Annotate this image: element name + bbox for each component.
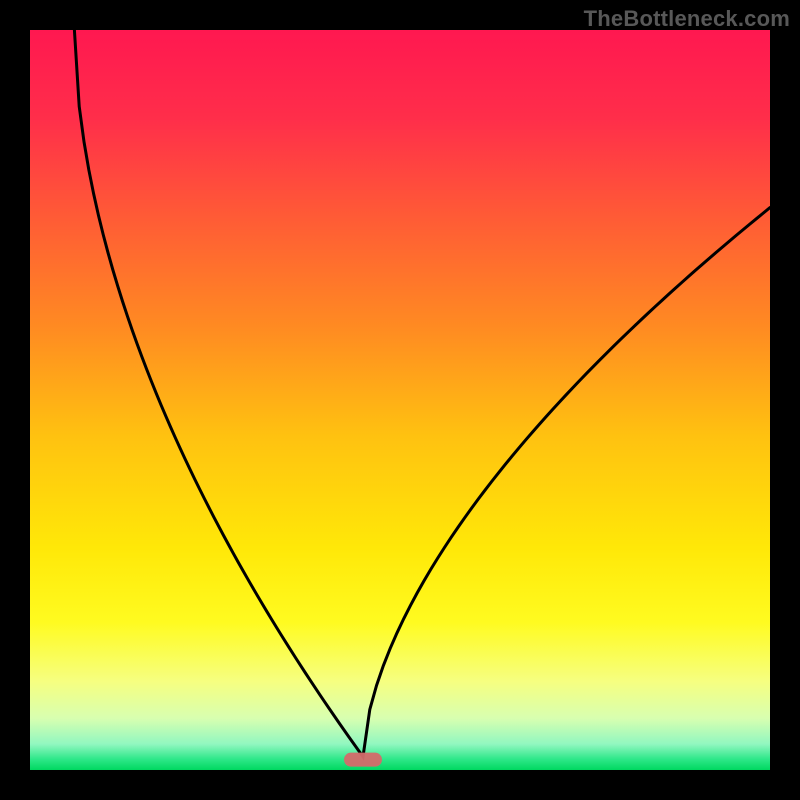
bottleneck-chart — [0, 0, 800, 800]
chart-frame: TheBottleneck.com — [0, 0, 800, 800]
optimal-marker — [344, 753, 382, 767]
plot-area — [30, 30, 770, 770]
watermark-text: TheBottleneck.com — [584, 6, 790, 32]
